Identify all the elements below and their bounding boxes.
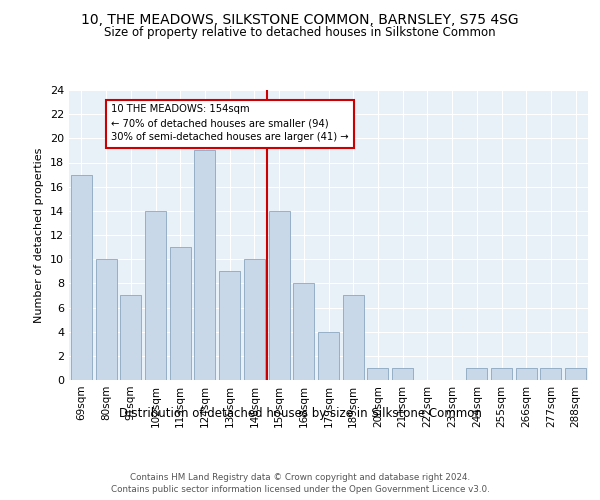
Bar	[71, 174, 92, 380]
Bar	[565, 368, 586, 380]
Bar	[170, 247, 191, 380]
Bar	[293, 284, 314, 380]
Bar	[244, 259, 265, 380]
Bar	[541, 368, 562, 380]
Bar	[343, 296, 364, 380]
Bar	[219, 271, 240, 380]
Text: Contains public sector information licensed under the Open Government Licence v3: Contains public sector information licen…	[110, 485, 490, 494]
Text: 10 THE MEADOWS: 154sqm
← 70% of detached houses are smaller (94)
30% of semi-det: 10 THE MEADOWS: 154sqm ← 70% of detached…	[111, 104, 349, 142]
Text: Size of property relative to detached houses in Silkstone Common: Size of property relative to detached ho…	[104, 26, 496, 39]
Bar	[367, 368, 388, 380]
Bar	[318, 332, 339, 380]
Bar	[145, 211, 166, 380]
Text: Distribution of detached houses by size in Silkstone Common: Distribution of detached houses by size …	[119, 408, 481, 420]
Y-axis label: Number of detached properties: Number of detached properties	[34, 148, 44, 322]
Bar	[466, 368, 487, 380]
Bar	[120, 296, 141, 380]
Bar	[516, 368, 537, 380]
Text: Contains HM Land Registry data © Crown copyright and database right 2024.: Contains HM Land Registry data © Crown c…	[130, 472, 470, 482]
Bar	[95, 259, 116, 380]
Bar	[269, 211, 290, 380]
Bar	[194, 150, 215, 380]
Text: 10, THE MEADOWS, SILKSTONE COMMON, BARNSLEY, S75 4SG: 10, THE MEADOWS, SILKSTONE COMMON, BARNS…	[81, 12, 519, 26]
Bar	[491, 368, 512, 380]
Bar	[392, 368, 413, 380]
